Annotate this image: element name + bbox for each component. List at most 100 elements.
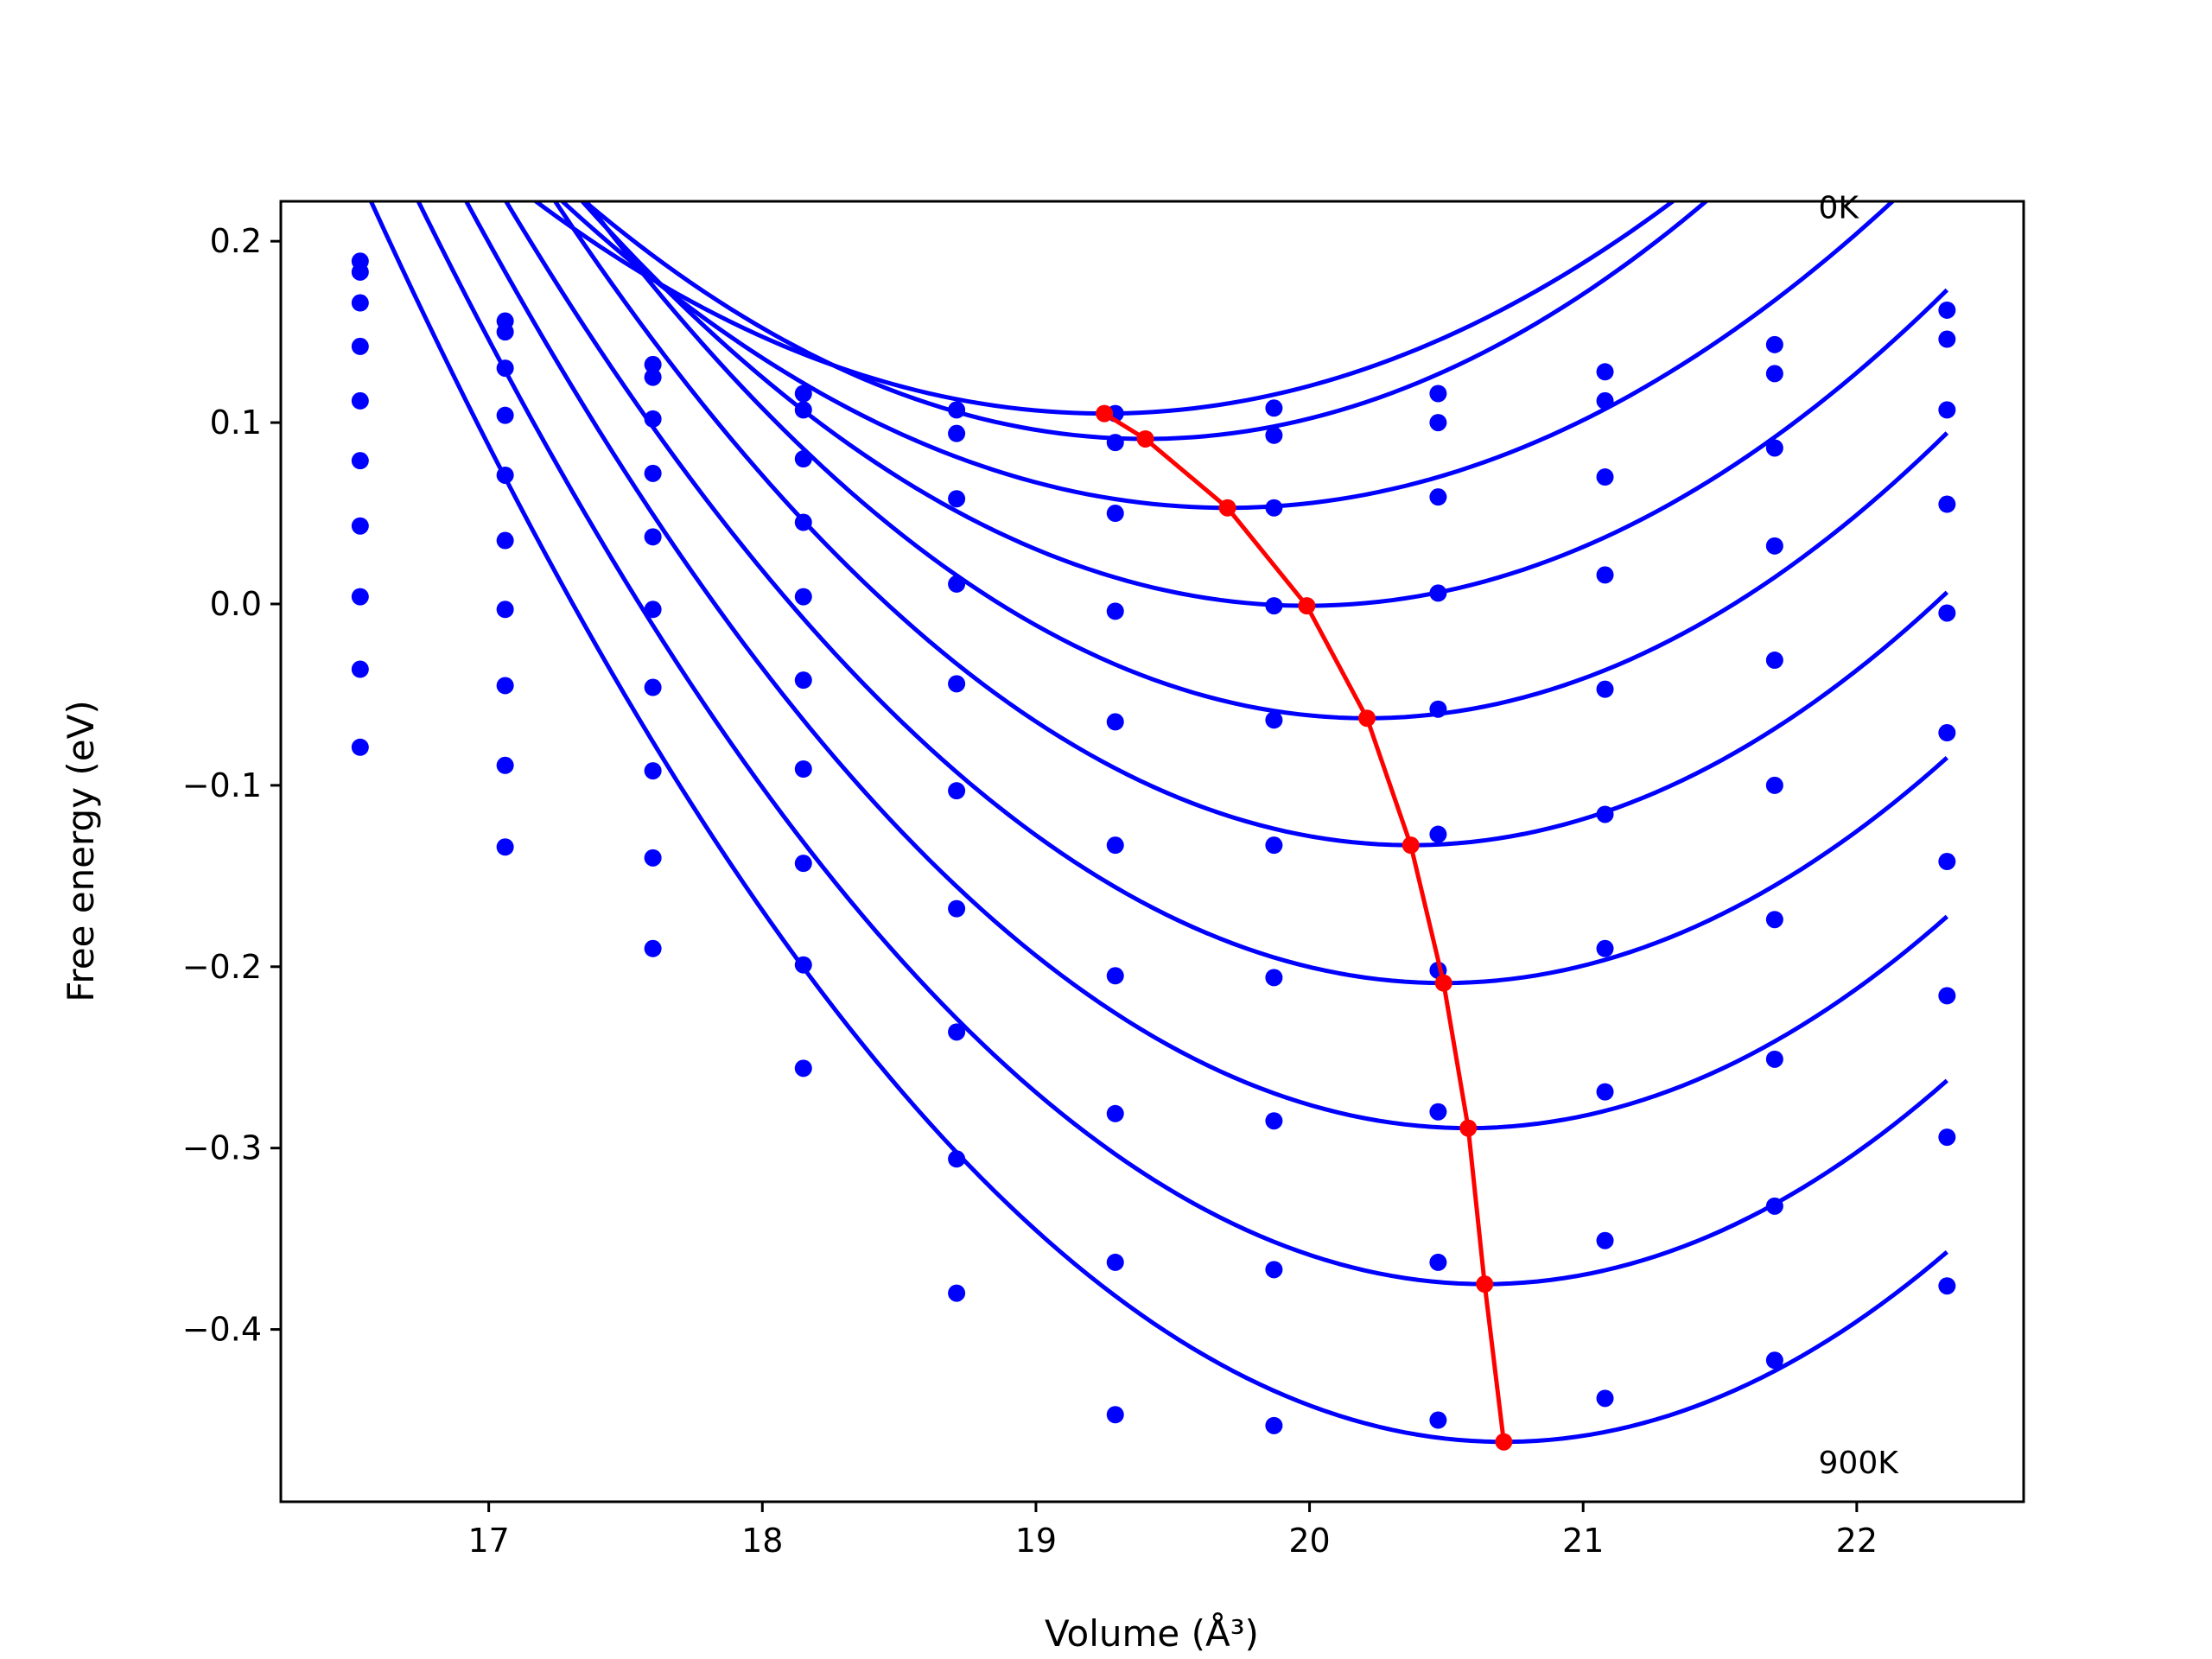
data-point-3-4: [948, 575, 966, 593]
data-point-9-1: [496, 838, 514, 856]
data-point-5-9: [1765, 776, 1783, 794]
data-point-4-4: [948, 675, 966, 693]
data-point-9-8: [1596, 1389, 1614, 1408]
data-point-7-5: [1106, 1104, 1124, 1122]
annotation-0: 0K: [1819, 190, 1860, 226]
data-point-7-3: [794, 855, 812, 873]
data-point-1-0: [351, 263, 369, 281]
data-point-7-9: [1765, 1050, 1783, 1068]
data-point-0-9: [1765, 335, 1783, 353]
data-point-4-6: [1265, 711, 1283, 729]
fit-curve-3: [579, 201, 1949, 608]
data-point-4-2: [644, 528, 662, 546]
fit-curve-7: [463, 201, 1948, 1131]
data-point-6-3: [794, 760, 812, 778]
data-point-9-5: [1106, 1406, 1124, 1424]
data-point-5-1: [496, 531, 514, 550]
data-point-8-2: [644, 849, 662, 867]
minimum-point-5: [1402, 836, 1420, 855]
data-point-8-7: [1429, 1253, 1447, 1271]
data-point-7-4: [948, 1023, 966, 1041]
data-point-3-6: [1265, 597, 1283, 615]
data-point-3-2: [644, 464, 662, 482]
data-point-0-4: [948, 401, 966, 419]
data-point-9-9: [1765, 1351, 1783, 1370]
fit-curve-5: [552, 201, 1949, 848]
data-point-8-6: [1265, 1261, 1283, 1279]
x-axis-label: Volume (Å³): [1045, 1611, 1259, 1655]
data-point-1-4: [948, 424, 966, 442]
minimum-point-4: [1358, 709, 1376, 728]
data-point-6-5: [1106, 967, 1124, 985]
data-point-2-10: [1938, 401, 1956, 419]
fit-curve-9: [368, 201, 1948, 1445]
fit-curve-8: [416, 201, 1948, 1287]
data-point-3-10: [1938, 495, 1956, 513]
data-point-4-0: [351, 391, 369, 410]
data-point-7-2: [644, 762, 662, 780]
minimum-point-0: [1096, 404, 1114, 423]
axes-frame: [279, 200, 2025, 1503]
data-point-2-4: [948, 490, 966, 508]
data-point-7-1: [496, 677, 514, 695]
data-point-3-8: [1596, 566, 1614, 584]
data-point-8-5: [1106, 1253, 1124, 1271]
y-axis-label: Free energy (eV): [60, 700, 102, 1002]
data-point-5-6: [1265, 836, 1283, 855]
data-point-2-7: [1429, 488, 1447, 506]
data-point-4-9: [1765, 652, 1783, 670]
data-point-4-1: [496, 466, 514, 484]
data-point-5-5: [1106, 836, 1124, 855]
data-point-8-0: [351, 660, 369, 678]
data-point-0-7: [1429, 385, 1447, 403]
data-point-2-9: [1765, 439, 1783, 457]
data-point-8-8: [1596, 1231, 1614, 1249]
data-point-0-3: [794, 385, 812, 403]
data-point-4-8: [1596, 680, 1614, 698]
data-point-2-1: [496, 359, 514, 378]
data-point-2-8: [1596, 468, 1614, 486]
data-point-9-0: [351, 738, 369, 756]
minimum-point-2: [1218, 499, 1236, 517]
data-point-5-3: [794, 671, 812, 690]
data-point-2-0: [351, 294, 369, 312]
y-tick-label-2: 0.0: [210, 585, 262, 623]
data-point-9-4: [948, 1284, 966, 1302]
data-point-7-10: [1938, 987, 1956, 1005]
data-point-8-1: [496, 756, 514, 774]
data-point-9-3: [794, 1059, 812, 1077]
data-point-1-8: [1596, 391, 1614, 410]
data-point-2-3: [794, 450, 812, 468]
minimum-point-8: [1476, 1275, 1494, 1294]
data-point-2-2: [644, 410, 662, 428]
annotations: 0K 900K: [1819, 190, 1900, 1481]
y-tick-label-4: −0.2: [182, 948, 262, 986]
y-tick-label-0: 0.2: [210, 222, 262, 260]
data-point-4-5: [1106, 713, 1124, 731]
minimum-point-9: [1495, 1433, 1513, 1451]
data-point-1-1: [496, 323, 514, 341]
data-point-3-7: [1429, 584, 1447, 602]
data-point-0-6: [1265, 399, 1283, 417]
data-point-1-5: [1106, 434, 1124, 452]
data-point-6-8: [1596, 939, 1614, 957]
data-point-7-6: [1265, 1112, 1283, 1130]
data-point-6-0: [351, 517, 369, 535]
plot-area: [351, 201, 1956, 1451]
data-point-8-3: [794, 956, 812, 974]
x-tick-label-4: 21: [1562, 1522, 1604, 1560]
data-point-1-10: [1938, 330, 1956, 348]
y-tick-label-1: 0.1: [210, 404, 262, 442]
x-tick-label-3: 20: [1288, 1522, 1330, 1560]
data-point-4-7: [1429, 700, 1447, 718]
data-point-4-3: [794, 588, 812, 606]
y-tick-label-3: −0.1: [182, 766, 262, 804]
data-point-7-8: [1596, 1083, 1614, 1101]
x-tick-label-5: 22: [1836, 1522, 1878, 1560]
annotation-1: 900K: [1819, 1446, 1900, 1481]
x-tick-label-0: 17: [467, 1522, 509, 1560]
data-point-9-10: [1938, 1277, 1956, 1295]
fit-curve-4: [583, 201, 1949, 721]
data-point-9-6: [1265, 1416, 1283, 1434]
